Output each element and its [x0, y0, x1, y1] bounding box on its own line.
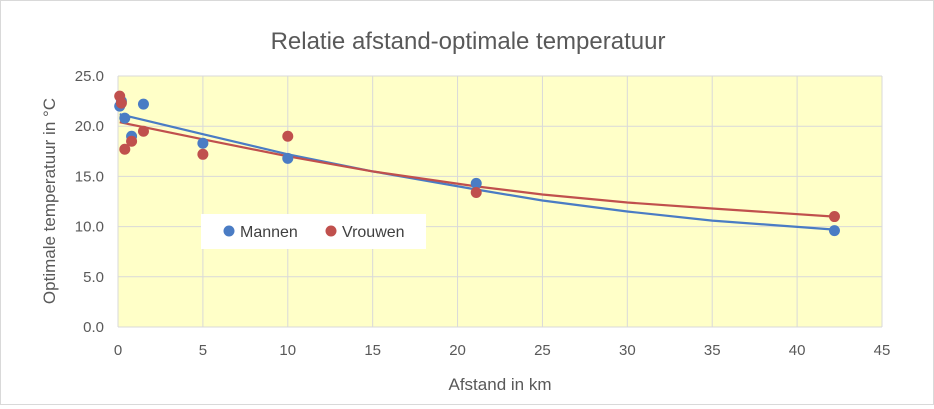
x-tick-label: 5 — [199, 342, 207, 359]
chart-title: Relatie afstand-optimale temperatuur — [271, 28, 666, 55]
axis-ticks: 0 5 10 15 20 25 30 35 40 45 0.0 5.0 10.0 15.0 20.0 25.0 — [75, 68, 891, 359]
y-tick-label: 0.0 — [83, 319, 104, 336]
point-vrouwen-4 — [137, 125, 149, 137]
x-tick-label: 45 — [874, 342, 891, 359]
legend-box — [201, 214, 426, 249]
legend-label-vrouwen: Vrouwen — [342, 224, 405, 241]
legend-marker-vrouwen — [325, 225, 337, 237]
x-tick-label: 30 — [619, 342, 636, 359]
legend: Mannen Vrouwen — [201, 214, 426, 249]
x-tick-label: 20 — [449, 342, 466, 359]
x-tick-label: 0 — [114, 342, 122, 359]
x-tick-label: 15 — [364, 342, 381, 359]
y-tick-label: 20.0 — [75, 118, 104, 135]
y-tick-label: 10.0 — [75, 219, 104, 236]
legend-marker-mannen — [223, 225, 235, 237]
point-vrouwen-2 — [119, 143, 131, 155]
data-markers — [114, 90, 840, 237]
point-vrouwen-5 — [197, 148, 209, 160]
x-tick-label: 10 — [279, 342, 296, 359]
y-tick-label: 25.0 — [75, 68, 104, 85]
point-vrouwen-6 — [282, 130, 294, 142]
point-vrouwen-7 — [470, 186, 482, 198]
point-mannen-5 — [197, 137, 209, 149]
legend-label-mannen: Mannen — [240, 224, 298, 241]
point-mannen-8 — [828, 225, 840, 237]
point-mannen-7 — [470, 177, 482, 189]
point-mannen-2 — [119, 112, 131, 124]
x-tick-label: 40 — [789, 342, 806, 359]
point-mannen-4 — [137, 98, 149, 110]
x-axis-label: Afstand in km — [449, 375, 552, 394]
plot-area — [118, 76, 882, 327]
grid-lines — [117, 75, 883, 328]
point-vrouwen-8 — [828, 211, 840, 223]
x-tick-label: 35 — [704, 342, 721, 359]
point-mannen-6 — [282, 152, 294, 164]
y-tick-label: 15.0 — [75, 168, 104, 185]
point-vrouwen-1 — [115, 97, 127, 109]
y-tick-label: 5.0 — [83, 269, 104, 286]
point-vrouwen-3 — [126, 135, 138, 147]
x-tick-label: 25 — [534, 342, 551, 359]
y-axis-label: Optimale temperatuur in °C — [40, 98, 59, 304]
